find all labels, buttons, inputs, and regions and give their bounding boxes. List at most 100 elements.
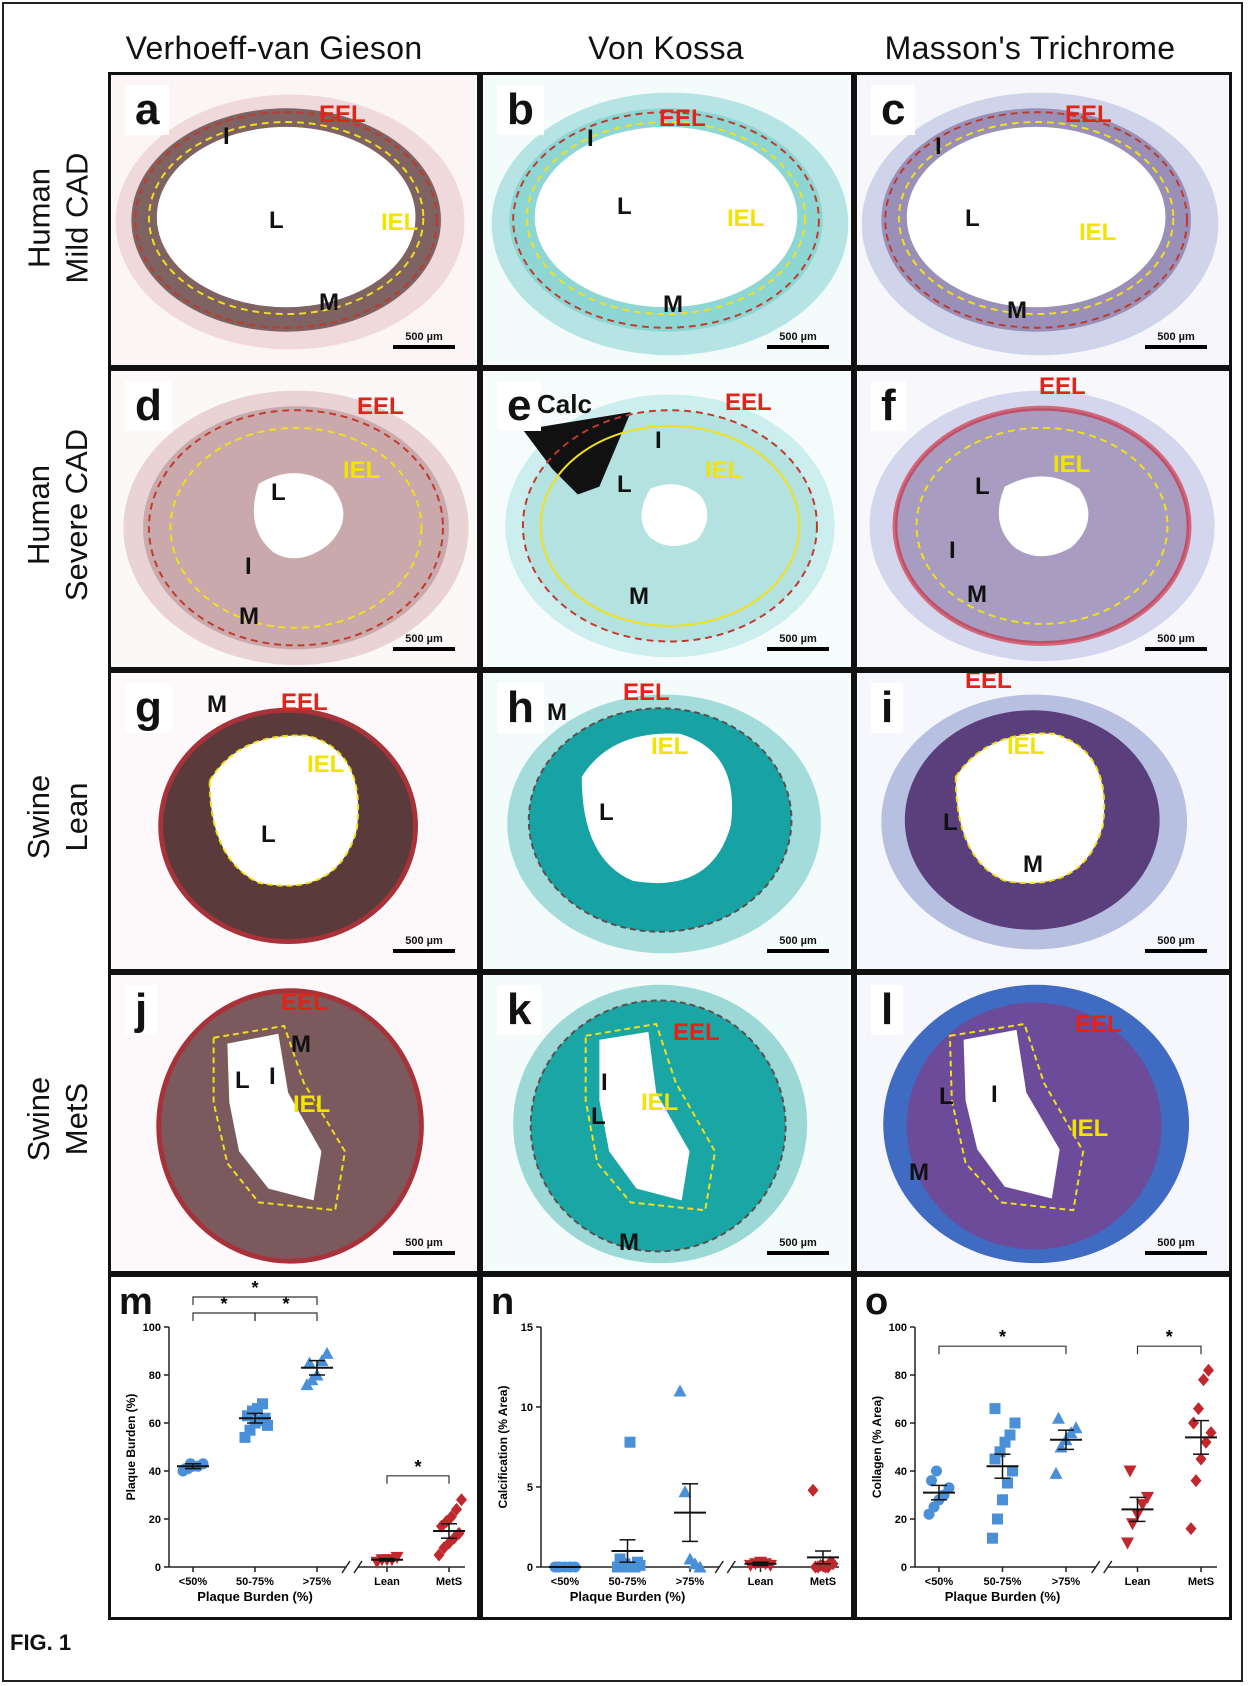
scale-bar: 500 µm	[767, 633, 829, 651]
data-point	[1007, 1465, 1018, 1477]
label-lumen: L	[599, 799, 614, 826]
data-point	[436, 1519, 447, 1533]
significance-bracket	[386, 1475, 450, 1484]
histology-image	[111, 75, 477, 365]
label-lumen: L	[939, 1083, 954, 1110]
label-calc: Calc	[537, 389, 592, 419]
panel-letter: b	[497, 85, 544, 135]
panel-letter: k	[497, 985, 542, 1035]
label-iel: IEL	[307, 751, 345, 778]
x-axis-label: Plaque Burden (%)	[570, 1589, 686, 1604]
label-lumen: L	[617, 471, 632, 498]
x-tick-label: >75%	[1052, 1576, 1081, 1588]
axis-break	[1103, 1560, 1113, 1574]
label-eel: EEL	[965, 670, 1012, 694]
label-media: M	[547, 699, 567, 726]
panel-d-vvg-severe: d EEL IEL L I M 500 µm	[108, 368, 480, 670]
label-eel: EEL	[623, 679, 670, 706]
label-eel: EEL	[281, 689, 328, 716]
row-header-line1: Human	[21, 465, 57, 565]
panel-n-chart: n 0 5 10 15 <50% 50-75% >75% Lean MetS Plaque Bur…	[480, 1274, 854, 1620]
label-media: M	[663, 291, 683, 318]
label-eel: EEL	[659, 105, 706, 132]
label-eel: EEL	[281, 989, 328, 1016]
row-header-line2: Severe CAD	[59, 428, 95, 602]
scale-bar-label: 500 µm	[1157, 1237, 1195, 1249]
axis-break	[714, 1560, 724, 1574]
x-axis-label: Plaque Burden (%)	[197, 1589, 313, 1604]
label-iel: IEL	[1071, 1115, 1109, 1142]
data-point	[1136, 1499, 1149, 1512]
data-point	[678, 1485, 692, 1498]
data-point	[1004, 1429, 1016, 1441]
scale-bar-label: 500 µm	[779, 633, 817, 645]
data-point	[1049, 1466, 1063, 1479]
data-point	[1198, 1373, 1209, 1387]
histology-image	[857, 75, 1229, 365]
y-tick-label: 20	[149, 1514, 161, 1526]
chart-calcification: 0 5 10 15 <50% 50-75% >75% Lean MetS Plaque Burde…	[496, 1322, 839, 1604]
y-axis-label: Calcification (% Area)	[496, 1386, 510, 1509]
label-media: M	[239, 603, 259, 630]
histology-image	[857, 975, 1229, 1271]
row-header-line2: Lean	[59, 782, 94, 852]
label-eel: EEL	[1039, 373, 1086, 400]
panel-letter: o	[865, 1281, 889, 1323]
label-intima: I	[601, 1069, 608, 1096]
data-point	[693, 1560, 707, 1573]
panel-letter: c	[871, 85, 916, 135]
y-tick-label: 10	[521, 1402, 533, 1414]
data-point	[262, 1419, 273, 1431]
histology-image	[857, 673, 1229, 969]
label-intima: I	[223, 123, 230, 150]
x-tick-label: 50-75%	[609, 1576, 647, 1588]
histology-image	[111, 371, 477, 667]
y-tick-label: 0	[155, 1562, 161, 1574]
label-iel: IEL	[705, 457, 743, 484]
axis-break	[353, 1560, 363, 1574]
data-point	[673, 1384, 687, 1397]
row-header-line1: Human	[21, 168, 56, 268]
row-header-line2: MetS	[59, 1082, 94, 1156]
data-point	[1200, 1435, 1212, 1449]
label-lumen: L	[975, 473, 990, 500]
data-point	[619, 1558, 631, 1570]
histology-image	[483, 975, 851, 1271]
data-point	[989, 1403, 1001, 1415]
axis-break	[1091, 1560, 1101, 1574]
label-iel: IEL	[293, 1091, 331, 1118]
y-axis-label: Plaque Burden (%)	[124, 1394, 138, 1501]
panel-m-chart: m 0 20 40 60 80 100 <50% 50-75% >75% Lean MetS Plaq…	[108, 1274, 480, 1620]
panel-letter: a	[125, 85, 170, 135]
label-iel: IEL	[641, 1089, 679, 1116]
scale-bar: 500 µm	[1145, 331, 1207, 349]
chart-collagen: 0 20 40 60 80 100 <50% 50-75% >75% Lean MetS Plaque…	[870, 1322, 1217, 1604]
significance-star: *	[999, 1327, 1006, 1347]
panel-c-masson-mild: c EEL IEL L I M 500 µm	[854, 72, 1232, 368]
panel-g-vvg-lean: g EEL IEL L M 500 µm	[108, 670, 480, 972]
row-header-line2: Mild CAD	[59, 152, 94, 284]
significance-star: *	[220, 1294, 227, 1314]
data-point	[1195, 1452, 1207, 1466]
chart-plaque-burden: 0 20 40 60 80 100 <50% 50-75% >75% Lean MetS Plaque…	[124, 1278, 467, 1604]
data-point	[1052, 1411, 1065, 1424]
row-header-swine-lean: Swine Lean	[8, 666, 108, 968]
panel-letter: g	[125, 683, 172, 733]
scale-bar: 500 µm	[767, 331, 829, 349]
scale-bar-label: 500 µm	[405, 935, 443, 947]
data-point	[303, 1356, 316, 1369]
x-tick-label: <50%	[925, 1576, 954, 1588]
label-intima: I	[991, 1081, 998, 1108]
scale-bar: 500 µm	[1145, 1237, 1207, 1255]
scale-bar-label: 500 µm	[1157, 935, 1195, 947]
label-intima: I	[245, 553, 252, 580]
data-point	[1188, 1416, 1199, 1430]
scale-bar: 500 µm	[393, 331, 455, 349]
significance-bracket	[192, 1312, 256, 1321]
column-header-von-kossa: Von Kossa	[588, 30, 744, 66]
y-tick-label: 0	[901, 1562, 907, 1574]
panel-o-chart: o 0 20 40 60 80 100 <50% 50-75% >75% Lean MetS Plaq…	[854, 1274, 1232, 1620]
data-point	[1009, 1417, 1021, 1429]
data-point	[825, 1555, 836, 1569]
panel-j-vvg-mets: j EEL IEL L I M 500 µm	[108, 972, 480, 1274]
